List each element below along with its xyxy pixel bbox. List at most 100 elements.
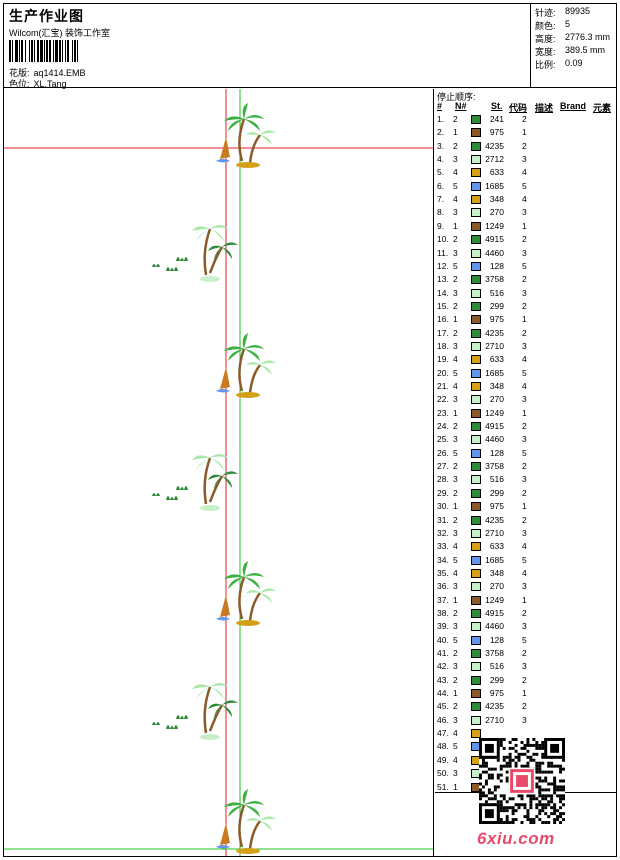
col-header-index: #	[437, 101, 443, 111]
row-needle: 5	[453, 260, 458, 271]
row-needle: 3	[453, 474, 458, 485]
row-index: 22.	[437, 394, 449, 405]
row-index: 20.	[437, 367, 449, 378]
row-stitch: 4	[522, 381, 527, 391]
row-needle: 3	[453, 661, 458, 672]
col-header-code: 代码	[509, 103, 528, 113]
color-swatch	[471, 568, 481, 578]
row-code: 975	[489, 314, 504, 325]
row-code: 128	[489, 634, 504, 645]
row-needle: 2	[453, 421, 458, 432]
design-label: 花版:	[9, 68, 30, 78]
barcode-bar	[65, 40, 66, 62]
row-index: 26.	[437, 447, 449, 458]
row-needle: 4	[453, 728, 458, 739]
row-stitch: 4	[522, 354, 527, 365]
row-needle: 3	[453, 287, 458, 298]
design-canvas-svg	[4, 89, 433, 856]
row-code: 633	[489, 167, 504, 178]
row-code: 4915	[485, 421, 504, 432]
row-code: 1249	[485, 220, 504, 231]
row-code: 975	[489, 688, 504, 699]
row-code: 270	[489, 207, 504, 218]
table-row: 15. 2 299 2	[435, 300, 616, 313]
color-swatch	[471, 315, 481, 325]
row-code: 4915	[485, 234, 504, 245]
row-needle: 2	[453, 674, 458, 685]
row-needle: 2	[453, 327, 458, 338]
palm-motif-a	[214, 331, 278, 400]
sheet-title: 生产作业图	[9, 8, 84, 24]
color-swatch	[471, 128, 481, 138]
barcode-bar	[26, 40, 29, 62]
color-swatch	[471, 488, 481, 498]
row-index: 24.	[437, 421, 449, 432]
color-swatch	[471, 702, 481, 712]
row-code: 2710	[485, 527, 504, 538]
row-code: 975	[489, 501, 504, 512]
table-row: 12. 5 128 5	[435, 260, 616, 273]
table-row: 34. 5 1685 5	[435, 554, 616, 567]
palm-motif-b	[150, 452, 240, 513]
barcode-bar	[39, 40, 40, 62]
row-needle: 2	[453, 234, 458, 245]
table-row: 24. 2 4915 2	[435, 420, 616, 433]
barcode	[9, 40, 134, 62]
color-swatch	[471, 195, 481, 205]
row-needle: 1	[453, 407, 458, 418]
row-index: 34.	[437, 554, 449, 565]
color-swatch	[471, 435, 481, 445]
barcode-bar	[54, 40, 55, 62]
color-swatch	[471, 729, 481, 739]
row-index: 31.	[437, 514, 449, 525]
row-index: 6.	[437, 180, 445, 191]
color-swatch	[471, 662, 481, 672]
stat-label: 高度:	[535, 34, 556, 44]
row-code: 1685	[485, 367, 504, 378]
row-needle: 1	[453, 781, 458, 792]
row-stitch: 4	[522, 567, 527, 578]
barcode-bar	[73, 40, 74, 62]
row-stitch: 2	[522, 114, 527, 124]
row-index: 28.	[437, 474, 449, 485]
barcode-bar	[23, 40, 25, 62]
table-row: 14. 3 516 3	[435, 287, 616, 300]
row-index: 46.	[437, 714, 449, 725]
row-code: 3758	[485, 648, 504, 658]
row-code: 4915	[485, 607, 504, 618]
row-stitch: 3	[522, 714, 527, 725]
barcode-bar	[12, 40, 13, 62]
color-swatch	[471, 448, 481, 458]
table-row: 38. 2 4915 2	[435, 607, 616, 620]
row-index: 14.	[437, 287, 449, 298]
row-code: 4235	[485, 327, 504, 338]
row-stitch: 1	[522, 407, 527, 418]
row-stitch: 3	[522, 247, 527, 258]
barcode-bar	[25, 40, 26, 62]
color-swatch	[471, 141, 481, 151]
row-index: 7.	[437, 194, 445, 205]
row-needle: 4	[453, 754, 458, 765]
row-stitch: 3	[522, 581, 527, 592]
stat-colors: 颜色: 5	[535, 19, 570, 32]
stat-width: 宽度: 389.5 mm	[535, 45, 605, 58]
row-needle: 5	[453, 634, 458, 645]
row-needle: 4	[453, 167, 458, 178]
barcode-bar	[13, 40, 15, 62]
row-code: 516	[489, 661, 504, 672]
row-stitch: 3	[522, 474, 527, 485]
palm-motif-b	[150, 681, 240, 742]
row-index: 16.	[437, 314, 449, 325]
row-needle: 5	[453, 554, 458, 565]
row-code: 1249	[485, 407, 504, 418]
row-needle: 3	[453, 714, 458, 725]
row-stitch: 5	[522, 447, 527, 458]
colorway-line: 色位: XL.Tang	[9, 77, 67, 90]
barcode-bar	[21, 40, 23, 62]
row-stitch: 5	[522, 260, 527, 271]
stat-label: 颜色:	[535, 21, 556, 31]
color-swatch	[471, 355, 481, 365]
barcode-bar	[46, 40, 48, 62]
table-row: 41. 2 3758 2	[435, 647, 616, 660]
design-value: aq1414.EMB	[33, 68, 86, 78]
